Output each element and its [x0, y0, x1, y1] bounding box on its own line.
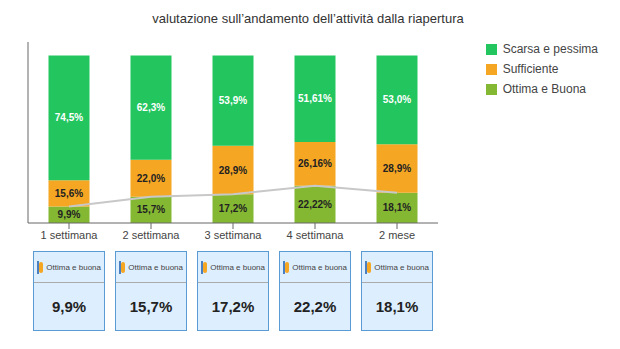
svg-text:3 settimana: 3 settimana: [205, 229, 263, 241]
svg-text:18,1%: 18,1%: [383, 202, 411, 213]
html-text:9,9%: 9,9%: [51, 298, 87, 315]
html-text:Ottima e buona: Ottima e buona: [292, 262, 347, 272]
svg-text:2 mese: 2 mese: [379, 229, 415, 241]
html-text:22,2%: 22,2%: [293, 298, 337, 315]
html-text:15,7%: 15,7%: [129, 298, 173, 315]
svg-text:28,9%: 28,9%: [383, 163, 411, 174]
svg-text:1 settimana: 1 settimana: [41, 229, 99, 241]
html-text:Scarsa e pessima: Scarsa e pessima: [502, 42, 598, 56]
html-text:Ottima e Buona: Ottima e Buona: [502, 82, 586, 96]
svg-text:2 settimana: 2 settimana: [123, 229, 181, 241]
html-text:18,1%: 18,1%: [375, 298, 419, 315]
svg-text:17,2%: 17,2%: [219, 203, 247, 214]
html-text:17,2%: 17,2%: [211, 298, 255, 315]
svg-text:53,0%: 53,0%: [383, 94, 411, 105]
html-text:Ottima e buona: Ottima e buona: [374, 262, 429, 272]
html-text:valutazione sull’andamento del: valutazione sull’andamento dell’attività…: [152, 11, 464, 26]
html-text:Sufficiente: Sufficiente: [502, 62, 559, 76]
svg-text:22,22%: 22,22%: [298, 199, 332, 210]
svg-text:15,6%: 15,6%: [55, 188, 83, 199]
svg-text:4 settimana: 4 settimana: [287, 229, 345, 241]
svg-text:74,5%: 74,5%: [55, 112, 83, 123]
html-text:Ottima e buona: Ottima e buona: [128, 262, 183, 272]
svg-text:51,61%: 51,61%: [298, 93, 332, 104]
svg-text:62,3%: 62,3%: [137, 102, 165, 113]
svg-text:28,9%: 28,9%: [219, 165, 247, 176]
svg-text:15,7%: 15,7%: [137, 204, 165, 215]
html-text:Ottima e buona: Ottima e buona: [46, 262, 101, 272]
svg-text:53,9%: 53,9%: [219, 95, 247, 106]
svg-text:9,9%: 9,9%: [58, 209, 81, 220]
svg-text:22,0%: 22,0%: [137, 173, 165, 184]
svg-text:26,16%: 26,16%: [298, 158, 332, 169]
html-text:Ottima e buona: Ottima e buona: [210, 262, 265, 272]
